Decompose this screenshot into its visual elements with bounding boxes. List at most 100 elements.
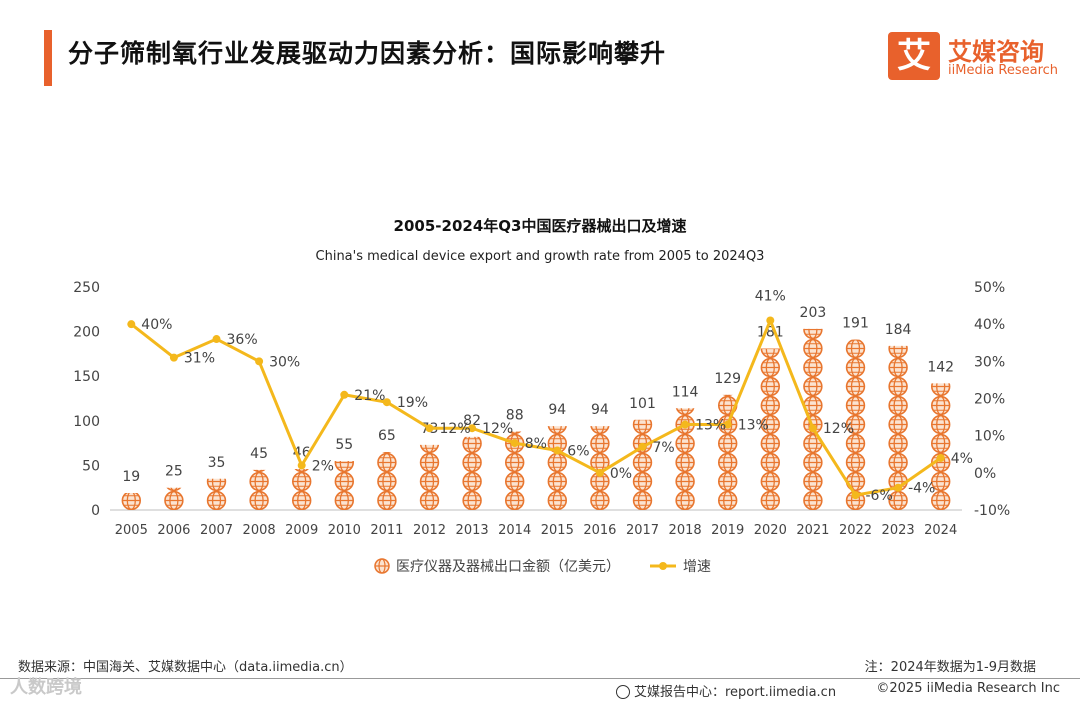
y-right-tick-label: -10% xyxy=(974,503,1010,519)
globe-icon xyxy=(292,490,312,510)
growth-point xyxy=(936,453,945,462)
y-right-tick-label: 0% xyxy=(974,466,996,482)
bar-globe-stack xyxy=(462,436,482,510)
logo-name-cn: 艾媒咨询 xyxy=(948,38,1044,66)
x-tick-label: 2005 xyxy=(115,523,148,538)
globe-icon xyxy=(675,408,695,416)
globe-icon xyxy=(845,357,866,378)
globe-icon xyxy=(845,433,866,454)
bar-value-label: 181 xyxy=(757,325,784,341)
bar-globe-stack xyxy=(249,469,269,510)
globe-icon xyxy=(377,471,397,492)
growth-value-label: 19% xyxy=(397,395,428,411)
globe-icon xyxy=(590,426,610,435)
growth-value-label: 13% xyxy=(738,418,769,434)
growth-point xyxy=(808,424,817,433)
globe-icon xyxy=(845,395,866,416)
globe-outline xyxy=(419,444,440,454)
globe-meridian xyxy=(765,348,775,359)
globe-icon xyxy=(803,376,823,397)
bar-globe-stack xyxy=(760,348,780,510)
bar-globe-stack xyxy=(547,426,567,511)
globe-icon xyxy=(462,452,482,473)
globe-icon xyxy=(760,452,780,473)
x-tick-label: 2008 xyxy=(243,523,276,538)
bar-globe-stack xyxy=(590,426,610,511)
bar-value-label: 45 xyxy=(250,446,268,462)
growth-value-label: 12% xyxy=(482,421,513,437)
growth-value-label: 2% xyxy=(312,458,334,474)
bar-globe-stack xyxy=(505,431,525,510)
y-right-tick-label: 50% xyxy=(974,280,1005,296)
globe-icon xyxy=(888,357,908,378)
x-tick-label: 2013 xyxy=(456,523,489,538)
export-growth-chart: 2005-2024年Q3中国医疗器械出口及增速 China's medical … xyxy=(73,217,1010,575)
globe-icon xyxy=(547,426,567,435)
bar-2009 xyxy=(292,468,312,510)
globe-icon xyxy=(632,490,653,510)
bar-globe-stack xyxy=(845,339,866,510)
globe-meridian xyxy=(384,452,390,454)
x-tick-label: 2019 xyxy=(711,523,744,538)
growth-value-label: 12% xyxy=(823,421,854,437)
bar-value-label: 88 xyxy=(506,408,524,424)
bar-2019 xyxy=(717,394,738,511)
page-title: 分子筛制氧行业发展驱动力因素分析：国际影响攀升 xyxy=(68,39,667,68)
bar-2021 xyxy=(803,328,823,511)
bar-globe-stack xyxy=(803,328,823,511)
y-right-tick-label: 10% xyxy=(974,429,1005,445)
globe-icon xyxy=(249,490,269,510)
bar-globe-stack xyxy=(419,444,440,510)
bar-value-label: 19 xyxy=(122,469,140,485)
x-axis: 2005 2006 2007 2008 2009 2010 2011 2012 2013 2014… xyxy=(110,509,962,538)
globe-icon xyxy=(675,452,695,473)
bar-2014 xyxy=(505,431,525,510)
legend-label-growth: 增速 xyxy=(683,559,711,575)
bar-value-label: 184 xyxy=(885,322,912,338)
globe-icon xyxy=(334,471,354,492)
x-tick-label: 2007 xyxy=(200,523,233,538)
globe-icon xyxy=(717,433,738,454)
report-center: 艾媒报告中心：report.iimedia.cn xyxy=(616,681,836,700)
x-tick-label: 2021 xyxy=(796,523,829,538)
globe-icon xyxy=(164,490,184,511)
globe-icon xyxy=(717,452,738,473)
globe-icon xyxy=(888,376,908,397)
bar-globe-stack xyxy=(121,493,141,511)
growth-value-label: 30% xyxy=(269,354,300,370)
globe-icon xyxy=(382,452,392,454)
growth-point xyxy=(894,483,903,492)
growth-point xyxy=(681,420,690,429)
globe-icon xyxy=(803,328,823,340)
bar-series xyxy=(121,328,951,511)
bar-globe-stack xyxy=(334,460,354,511)
globe-outline xyxy=(760,348,780,359)
x-tick-label: 2010 xyxy=(328,523,361,538)
title-accent-bar xyxy=(44,30,52,86)
globe-icon xyxy=(377,452,397,473)
growth-point xyxy=(425,424,434,433)
bar-value-labels: 1925354546556573828894941011141291812031… xyxy=(122,305,954,485)
y-left-tick-label: 0 xyxy=(91,503,100,519)
growth-value-label: 41% xyxy=(755,288,786,304)
right-axis: -10% 0% 10% 20% 30% 40% 50% xyxy=(974,280,1010,519)
growth-point xyxy=(638,442,647,451)
growth-point xyxy=(851,491,860,500)
x-tick-label: 2024 xyxy=(924,523,957,538)
growth-point xyxy=(723,420,732,429)
bar-value-label: 35 xyxy=(208,455,226,471)
bar-value-label: 114 xyxy=(672,384,699,400)
growth-point xyxy=(553,446,562,455)
bar-value-label: 129 xyxy=(714,371,741,387)
growth-point xyxy=(297,461,306,470)
brand-logo: 艾 艾媒咨询 iiMedia Research xyxy=(888,30,1058,82)
copyright: ©2025 iiMedia Research Inc xyxy=(876,681,1060,696)
globe-outline xyxy=(590,426,610,435)
bar-2010 xyxy=(334,460,354,511)
growth-point xyxy=(127,320,136,329)
growth-point xyxy=(169,353,178,362)
growth-value-label: 0% xyxy=(610,466,632,482)
globe-icon xyxy=(722,394,733,397)
legend-point-swatch xyxy=(659,562,667,570)
growth-point xyxy=(340,390,349,399)
